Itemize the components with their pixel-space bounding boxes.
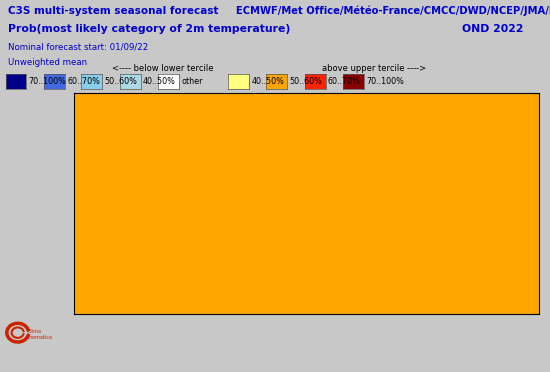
Text: 60..70%: 60..70% [328,77,361,86]
Text: <---- below lower tercile: <---- below lower tercile [112,64,213,73]
Text: Nominal forecast start: 01/09/22: Nominal forecast start: 01/09/22 [8,43,148,52]
Text: C3S multi-system seasonal forecast: C3S multi-system seasonal forecast [8,6,219,16]
Text: 60..70%: 60..70% [67,77,100,86]
Text: 70..100%: 70..100% [366,77,404,86]
Text: ECMWF/Met Office/Météo-France/CMCC/DWD/NCEP/JMA/ECCC: ECMWF/Met Office/Météo-France/CMCC/DWD/N… [236,6,550,16]
Text: 50..60%: 50..60% [104,77,138,86]
Text: 40..50%: 40..50% [251,77,284,86]
Text: above upper tercile ---->: above upper tercile ----> [322,64,426,73]
Text: 70..100%: 70..100% [29,77,67,86]
Text: Clima
thematica: Clima thematica [28,329,52,340]
Text: 50..60%: 50..60% [289,77,322,86]
Text: Prob(most likely category of 2m temperature): Prob(most likely category of 2m temperat… [8,24,290,34]
Text: Unweighted mean: Unweighted mean [8,58,87,67]
Text: 40..50%: 40..50% [143,77,176,86]
Text: OND 2022: OND 2022 [462,24,524,34]
Text: other: other [182,77,203,86]
